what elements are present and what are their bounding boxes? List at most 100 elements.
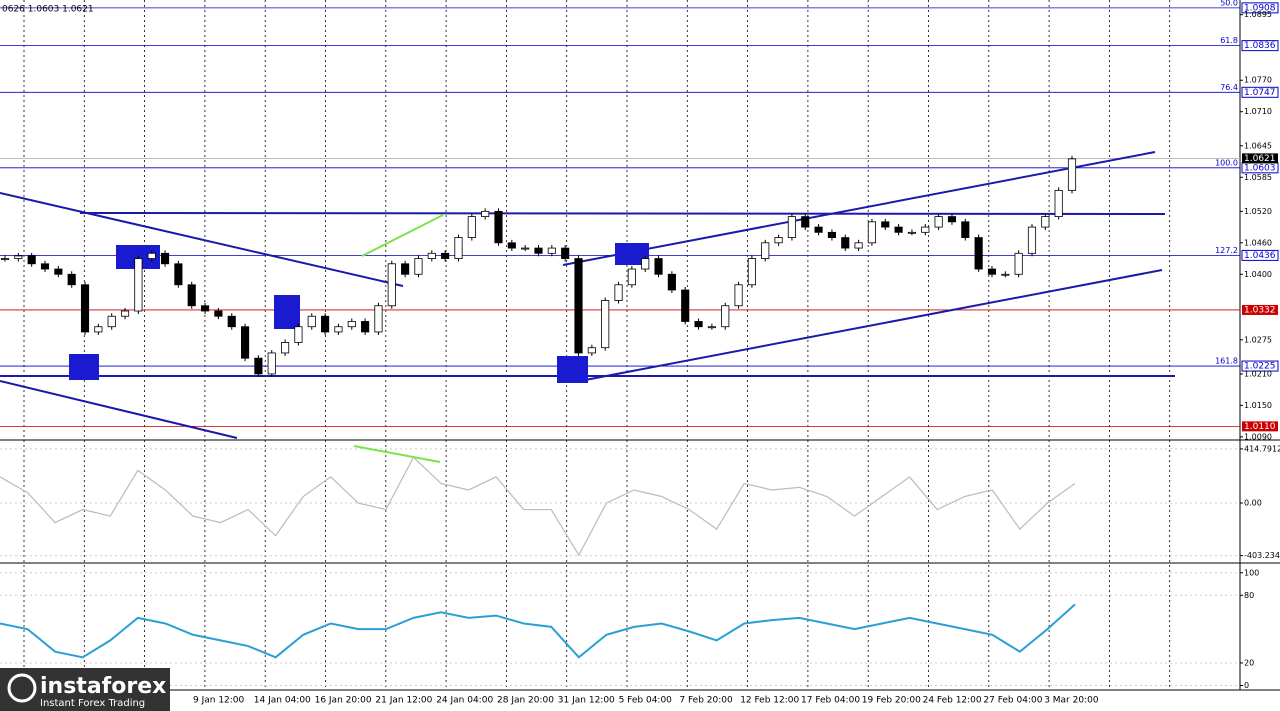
y-tick-label: 20 <box>1244 658 1254 667</box>
markers <box>69 243 649 383</box>
candle <box>254 357 263 375</box>
candle <box>267 352 276 375</box>
candle <box>227 315 236 328</box>
x-tick-label: 9 Jan 12:00 <box>193 696 245 706</box>
candle <box>947 216 957 223</box>
candle <box>414 258 423 275</box>
candle <box>814 226 823 233</box>
candle <box>387 263 396 307</box>
price-box-label: 1.0836 <box>1244 41 1276 51</box>
candle <box>361 321 370 333</box>
y-tick-label: 1.0150 <box>1244 401 1272 410</box>
trend-line <box>0 380 238 439</box>
candle <box>347 321 356 328</box>
x-tick-label: 12 Feb 12:00 <box>740 696 799 706</box>
x-tick-label: 5 Feb 04:00 <box>619 696 673 706</box>
candle <box>601 300 610 349</box>
candle <box>907 231 917 234</box>
candle <box>1041 216 1050 228</box>
y-tick-label: 1.0090 <box>1244 432 1272 441</box>
candle <box>467 216 476 238</box>
price-box-label: 1.0332 <box>1244 305 1276 315</box>
candle <box>200 305 210 312</box>
candle <box>441 252 450 259</box>
price-box <box>1242 421 1278 432</box>
divergence-line <box>353 445 441 463</box>
price-box-label: 1.0603 <box>1244 163 1276 173</box>
candle <box>281 342 290 354</box>
x-tick-label: 14 Jan 04:00 <box>254 696 311 706</box>
candle <box>761 242 770 259</box>
candle <box>614 284 623 301</box>
candle <box>120 310 130 317</box>
x-tick-label: 16 Jan 20:00 <box>315 696 372 706</box>
y-tick-label: 1.0520 <box>1244 207 1272 216</box>
logo-tagline: Instant Forex Trading <box>40 698 145 709</box>
plot <box>0 155 1077 659</box>
price-box-label: 1.0747 <box>1244 88 1276 98</box>
fib-label: 161.8 <box>1215 357 1238 366</box>
y-tick-label: 80 <box>1244 591 1254 600</box>
price-box-label: 1.0110 <box>1244 422 1276 432</box>
candle <box>14 255 23 259</box>
candle <box>534 247 543 254</box>
channel-line <box>579 269 1163 382</box>
candle <box>787 216 796 238</box>
candle <box>174 263 183 286</box>
candle <box>987 268 997 275</box>
candle <box>881 221 890 228</box>
logo-icon <box>7 673 37 703</box>
candle <box>374 305 383 333</box>
price-box-label: 1.0908 <box>1244 3 1276 13</box>
candle <box>681 289 690 322</box>
candle <box>241 326 250 359</box>
candle <box>974 237 983 270</box>
candle <box>401 263 410 275</box>
divergence-line <box>361 214 444 257</box>
x-tick-label: 24 Feb 12:00 <box>923 696 982 706</box>
y-tick-label: 1.0710 <box>1244 107 1272 116</box>
candle <box>454 237 463 259</box>
marker <box>274 295 300 329</box>
candle <box>641 258 650 270</box>
candle <box>547 247 556 254</box>
candle <box>321 315 330 333</box>
candle <box>107 315 116 328</box>
candle <box>294 326 303 343</box>
candle <box>627 268 636 286</box>
logo-name: instaforex <box>40 674 166 699</box>
y-tick-label: 1.0895 <box>1244 10 1272 19</box>
x-tick-label: 24 Jan 04:00 <box>436 696 493 706</box>
candle <box>134 258 143 312</box>
candle <box>1067 158 1077 191</box>
price-box <box>1241 86 1279 98</box>
candle <box>427 252 436 259</box>
candle <box>40 263 50 270</box>
candle <box>0 258 10 260</box>
price-box-label: 1.0225 <box>1244 362 1276 372</box>
x-tick-label: 3 Mar 20:00 <box>1044 696 1099 706</box>
candle <box>707 326 716 329</box>
logo: instaforex Instant Forex Trading <box>0 668 170 711</box>
trend-line <box>0 192 404 287</box>
marker <box>615 243 649 265</box>
x-tick-label: 27 Feb 04:00 <box>983 696 1042 706</box>
candle <box>494 210 503 244</box>
y-tick-label: 1.0210 <box>1244 369 1272 378</box>
candle <box>481 210 490 217</box>
candle <box>894 226 903 233</box>
candle <box>54 268 63 275</box>
y-tick-label: 1.0460 <box>1244 238 1272 247</box>
candle <box>774 237 783 244</box>
candle <box>147 252 156 259</box>
candle <box>694 321 703 328</box>
candle <box>747 258 756 286</box>
fib-label: 50.0 <box>1220 0 1238 7</box>
candle <box>334 326 343 333</box>
candle <box>307 315 316 328</box>
price-box <box>1241 40 1279 52</box>
y-tick-label: 0.00 <box>1244 499 1262 508</box>
candle <box>1027 226 1037 254</box>
candle <box>587 347 596 354</box>
